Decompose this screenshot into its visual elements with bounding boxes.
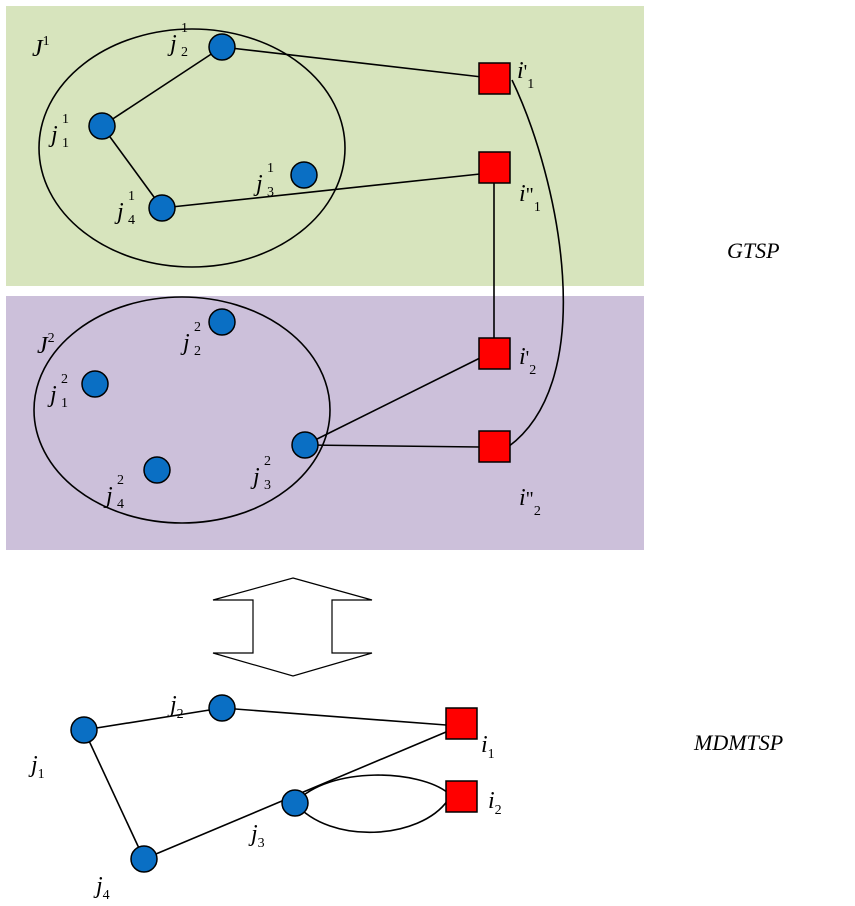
label-j1: j1 [28,752,45,782]
label-i1-prime: i'1 [517,58,534,92]
label-j3-2: j 2 3 [250,454,271,493]
svg-text:j: j [253,171,263,197]
svg-text:2: 2 [117,473,124,488]
customer-j2-1 [208,33,236,61]
label-j4: j4 [93,873,110,903]
depot-i1-dprime [478,151,511,184]
svg-text:3: 3 [264,478,271,493]
customer-j4-2 [143,456,171,484]
label-i2: i2 [488,788,502,818]
edge-j21-i1p [221,46,483,78]
svg-text:2: 2 [61,372,68,387]
label-j2-2: j 2 2 [180,320,201,359]
customer-j2 [208,694,236,722]
edge-i1p-i2pp-curve [507,79,565,448]
customer-j3 [281,789,309,817]
cluster-label-j1: J1 [32,34,50,62]
depot-i1 [445,707,478,740]
edge-j1-j4 [83,729,145,860]
customer-j1 [70,716,98,744]
svg-text:j: j [103,483,113,509]
svg-text:j: j [167,31,177,57]
cluster-j1-ellipse [38,28,346,268]
depot-i2 [445,780,478,813]
svg-text:2: 2 [264,454,271,469]
edge-j3-i2-lower [294,799,449,834]
label-j2: j2 [167,692,184,722]
depot-i1-prime [478,62,511,95]
customer-j2-2 [208,308,236,336]
gtsp-bottom-band [6,296,644,550]
label-j1-1: j 1 1 [48,112,69,151]
svg-text:1: 1 [267,161,274,176]
label-j4-1: j 1 4 [114,189,135,228]
svg-text:j: j [48,122,58,148]
cluster-label-j2: J2 [37,331,55,359]
edge-j21-j11 [101,46,223,127]
customer-j4 [130,845,158,873]
svg-text:j: j [250,464,260,490]
label-j2-1: j 1 2 [167,21,188,60]
svg-text:1: 1 [62,112,69,127]
label-i2-dprime: i"2 [519,485,541,519]
label-i1: i1 [481,732,495,762]
svg-text:3: 3 [267,185,274,200]
svg-text:4: 4 [128,213,135,228]
edge-j2-j1 [83,707,223,731]
svg-text:2: 2 [181,45,188,60]
label-i1-dprime: i"1 [519,181,541,215]
edge-j3-i2-upper [294,774,449,804]
svg-text:2: 2 [194,344,201,359]
label-j4-2: j 2 4 [103,473,124,512]
svg-text:2: 2 [194,320,201,335]
edge-j41-i1pp [161,173,481,209]
customer-j4-1 [148,194,176,222]
equivalence-arrow-icon [212,577,373,677]
svg-text:1: 1 [181,21,188,36]
mdmtsp-label: MDMTSP [693,730,783,755]
customer-j1-2 [81,370,109,398]
gtsp-label: GTSP [727,238,780,263]
label-i2-prime: i'2 [519,344,536,378]
edge-j2-i1 [221,707,447,726]
svg-text:1: 1 [128,189,135,204]
label-j3: j3 [248,821,265,851]
svg-text:4: 4 [117,497,124,512]
customer-j1-1 [88,112,116,140]
svg-text:1: 1 [61,396,68,411]
label-j1-2: j 2 1 [47,372,68,411]
svg-text:1: 1 [62,136,69,151]
svg-text:j: j [114,199,124,225]
customer-j3-1 [290,161,318,189]
customer-j3-2 [291,431,319,459]
svg-text:j: j [180,330,190,356]
edge-i2p-j32 [304,357,481,446]
label-j3-1: j 1 3 [253,161,274,200]
depot-i2-prime [478,337,511,370]
svg-text:j: j [47,382,57,408]
edge-j32-i2pp [304,444,481,448]
cluster-j2-ellipse [33,296,331,524]
edge-j11-j41 [101,125,163,209]
depot-i2-dprime [478,430,511,463]
